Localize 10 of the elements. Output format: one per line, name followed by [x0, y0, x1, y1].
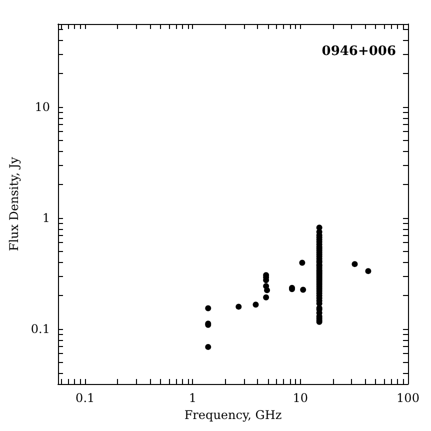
x-tick-label: 10 — [292, 391, 308, 405]
x-tick-label: 100 — [396, 391, 420, 405]
y-tick-label: 0.1 — [30, 322, 50, 336]
x-tick-label: 1 — [188, 391, 197, 405]
x-tick-label: 0.1 — [76, 391, 95, 405]
y-tick-label: 10 — [34, 100, 50, 114]
text: 0946+006 — [322, 44, 396, 59]
y-tick-label: 1 — [42, 211, 50, 226]
y-axis-title: Flux Density, Jy — [7, 156, 21, 252]
x-axis-title: Frequency, GHz — [184, 408, 282, 422]
